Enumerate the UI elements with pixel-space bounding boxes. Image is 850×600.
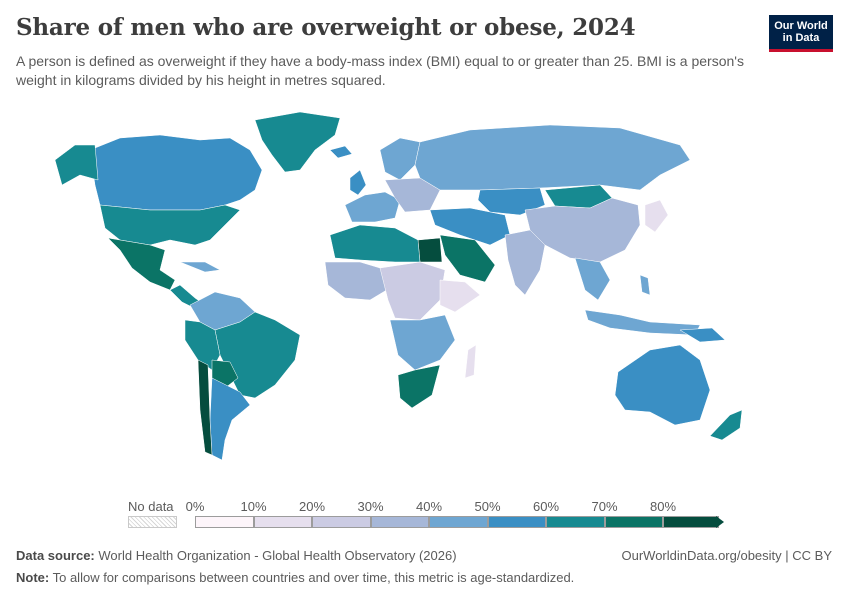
region-west-africa[interactable]	[324, 261, 396, 301]
legend-color-bin[interactable]	[195, 516, 254, 528]
legend-arrow-icon	[716, 516, 724, 528]
region-southeast-asia[interactable]	[574, 257, 611, 301]
legend-tick-label: 50%	[474, 499, 501, 514]
region-philippines[interactable]	[639, 274, 651, 296]
logo-line-1: Our World	[774, 20, 828, 32]
region-usa[interactable]	[99, 204, 241, 246]
legend-color-bin[interactable]	[487, 516, 546, 528]
region-new-zealand[interactable]	[709, 409, 743, 441]
region-uk[interactable]	[349, 169, 367, 196]
region-korea-japan[interactable]	[644, 199, 669, 233]
world-map[interactable]	[0, 100, 850, 470]
legend-tick-label: 40%	[415, 499, 443, 514]
legend-color-bin[interactable]	[429, 516, 488, 528]
region-iceland[interactable]	[329, 145, 353, 159]
region-turkey-iran[interactable]	[429, 207, 511, 246]
region-mexico[interactable]	[107, 237, 176, 291]
note-text: To allow for comparisons between countri…	[52, 570, 575, 585]
source-label: Data source:	[16, 548, 95, 563]
legend-tick-label: 70%	[591, 499, 618, 514]
region-western-europe[interactable]	[344, 191, 401, 223]
chart-title: Share of men who are overweight or obese…	[16, 14, 636, 41]
region-southern-africa[interactable]	[389, 314, 456, 371]
region-alaska[interactable]	[54, 144, 99, 186]
logo-line-2: in Data	[782, 32, 820, 44]
region-south-africa[interactable]	[397, 364, 441, 409]
source-link[interactable]: World Health Organization - Global Healt…	[98, 548, 457, 563]
region-canada[interactable]	[89, 134, 263, 211]
region-chile[interactable]	[197, 359, 213, 456]
legend-color-bin[interactable]	[604, 516, 663, 528]
region-russia[interactable]	[414, 124, 691, 191]
map-legend: No data 0% 10% 20% 30% 40% 50% 60% 70% 80%	[120, 497, 730, 537]
region-madagascar[interactable]	[464, 344, 477, 379]
chart-subtitle: A person is defined as overweight if the…	[16, 53, 744, 88]
legend-color-bin[interactable]	[546, 516, 605, 528]
owid-logo[interactable]: Our World in Data	[769, 15, 833, 52]
legend-no-data-swatch[interactable]	[128, 516, 177, 528]
region-central-africa[interactable]	[379, 261, 446, 321]
region-papua[interactable]	[679, 327, 726, 343]
region-east-africa[interactable]	[439, 279, 481, 313]
footer-source: Data source: World Health Organization -…	[16, 548, 457, 563]
legend-color-bin[interactable]	[253, 516, 312, 528]
region-cuba[interactable]	[179, 261, 221, 273]
legend-tick-label: 60%	[532, 499, 560, 514]
footer-url[interactable]: OurWorldinData.org/obesity | CC BY	[621, 548, 833, 563]
legend-tick-label: 80%	[649, 499, 677, 514]
region-egypt[interactable]	[417, 237, 443, 263]
legend-color-bin[interactable]	[312, 516, 371, 528]
note-label: Note:	[16, 570, 50, 585]
legend-tick-label: 30%	[357, 499, 384, 514]
legend-tick-label: 20%	[298, 499, 326, 514]
region-greenland[interactable]	[254, 111, 341, 173]
legend-no-data-label: No data	[128, 499, 174, 514]
legend-color-bin[interactable]	[663, 516, 719, 528]
legend-tick-label: 10%	[240, 499, 267, 514]
region-kazakhstan[interactable]	[477, 187, 546, 216]
legend-tick-label: 0%	[185, 499, 205, 514]
region-india[interactable]	[504, 229, 546, 296]
region-scandinavia[interactable]	[379, 137, 421, 181]
legend-color-bin[interactable]	[370, 516, 429, 528]
region-australia[interactable]	[614, 344, 711, 426]
region-north-africa[interactable]	[329, 224, 421, 263]
footer-note: Note: To allow for comparisons between c…	[16, 570, 574, 585]
region-arabia[interactable]	[439, 234, 496, 283]
